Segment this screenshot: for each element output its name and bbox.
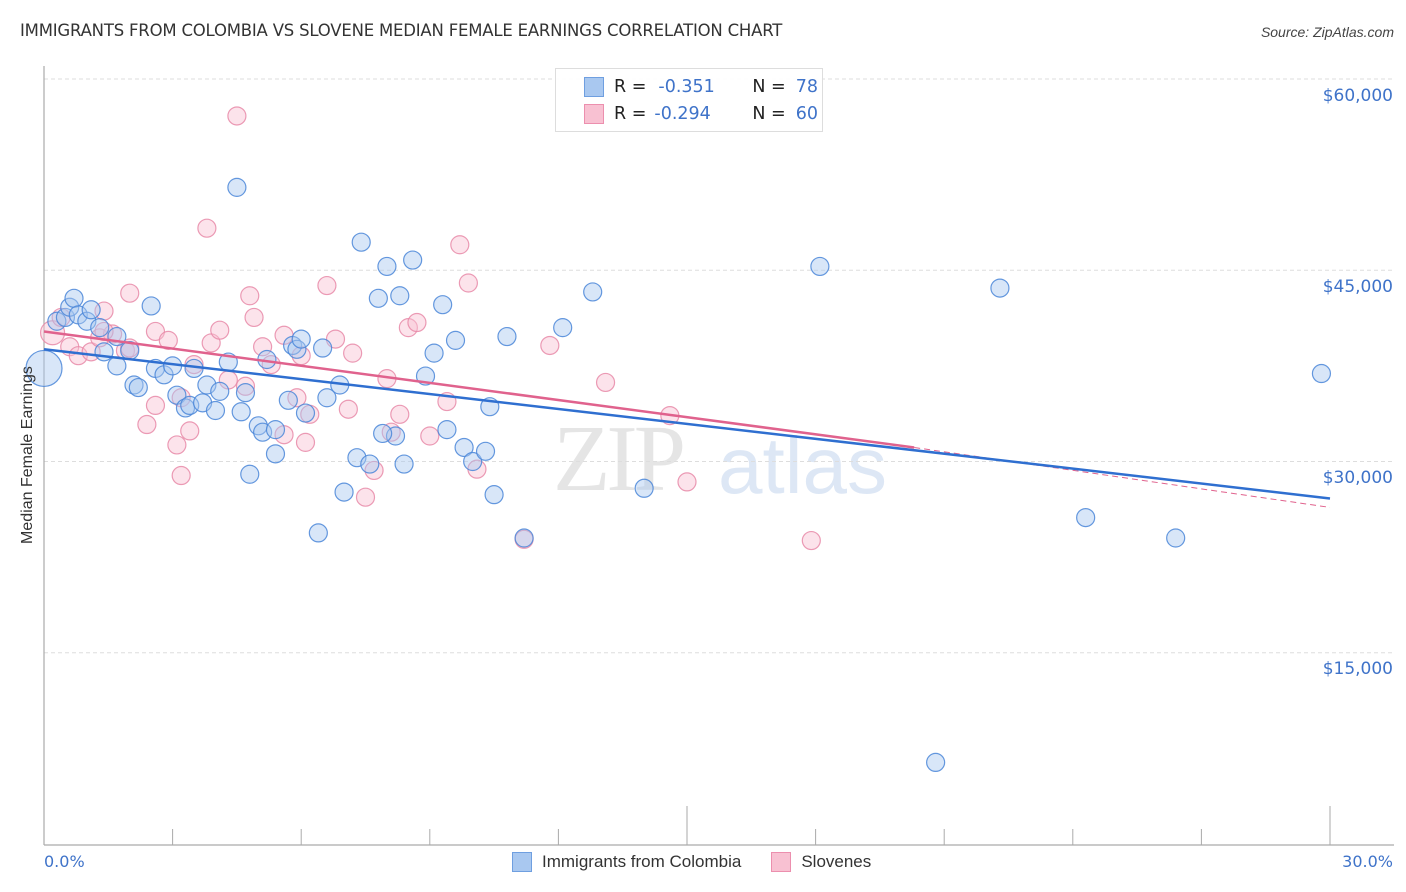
correlation-legend: R = -0.351 N = 78 R = -0.294 N = 60	[555, 68, 823, 132]
chart-title: IMMIGRANTS FROM COLOMBIA VS SLOVENE MEDI…	[20, 21, 783, 40]
r-label: R =	[614, 104, 647, 124]
pink-swatch-icon	[771, 852, 792, 872]
colombia-points	[25, 177, 1332, 773]
y-tick-45000: $45,000	[1322, 277, 1393, 297]
gridlines	[44, 78, 1394, 654]
legend-label: Immigrants from Colombia	[542, 852, 742, 871]
watermark-atlas: atlas	[718, 421, 887, 510]
n-label: N =	[752, 77, 786, 97]
pink-swatch-icon	[584, 104, 604, 124]
n-label: N =	[752, 104, 786, 124]
trend-lines	[43, 330, 1331, 508]
y-tick-60000: $60,000	[1322, 86, 1393, 106]
y-tick-30000: $30,000	[1322, 468, 1393, 488]
x-tick-30: 30.0%	[1342, 852, 1393, 871]
n-value: 78	[795, 77, 818, 97]
series-legend: Immigrants from Colombia Slovenes	[512, 852, 901, 872]
legend-item-colombia[interactable]: Immigrants from Colombia	[512, 852, 741, 872]
x-tick-0: 0.0%	[44, 852, 85, 871]
n-value: 60	[795, 104, 818, 124]
blue-swatch-icon	[512, 852, 532, 872]
blue-swatch-icon	[584, 77, 604, 97]
watermark-zip: ZIP	[553, 407, 686, 511]
axes	[43, 66, 1394, 846]
legend-label: Slovenes	[801, 852, 872, 871]
source-label: Source: ZipAtlas.com	[1260, 24, 1394, 40]
r-value: -0.351	[658, 77, 715, 97]
y-axis-label: Median Female Earnings	[19, 366, 36, 544]
legend-row-colombia: R = -0.351 N = 78	[584, 75, 818, 99]
legend-row-slovenes: R = -0.294 N = 60	[584, 102, 818, 126]
y-tick-15000: $15,000	[1322, 659, 1393, 679]
r-label: R =	[614, 77, 647, 97]
legend-item-slovenes[interactable]: Slovenes	[771, 852, 871, 872]
r-value: -0.294	[654, 104, 711, 124]
